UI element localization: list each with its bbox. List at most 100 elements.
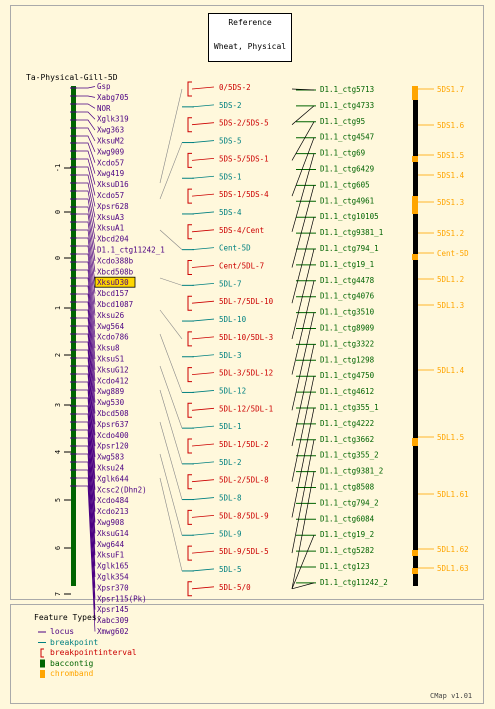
band-label[interactable]: 5DL1.5 [437, 433, 464, 442]
locus-label[interactable]: Xcsc2(Dhn2) [97, 485, 147, 494]
locus-label[interactable]: XksuD30 [97, 278, 129, 287]
interval-label[interactable]: 5DL-7/5DL-10 [219, 297, 274, 306]
interval-label[interactable]: 5DS-1 [219, 172, 242, 181]
locus-label[interactable]: Xglk644 [97, 474, 129, 483]
interval-label[interactable]: 5DL-10 [219, 315, 247, 324]
interval-label[interactable]: Cent/5DL-7 [219, 262, 264, 271]
interval-label[interactable]: 5DS-5 [219, 137, 242, 146]
locus-label[interactable]: XksuA1 [97, 224, 124, 233]
interval-label[interactable]: 5DL-10/5DL-3 [219, 333, 273, 342]
interval-label[interactable]: 5DL-5/0 [219, 583, 251, 592]
locus-label[interactable]: Xabg705 [97, 93, 129, 102]
locus-label[interactable]: Xglk319 [97, 115, 129, 124]
contig-label[interactable]: D1.1_ctg794_2 [320, 498, 379, 507]
locus-label[interactable]: Xwg909 [97, 147, 124, 156]
contig-label[interactable]: D1.1_ctg4478 [320, 276, 375, 285]
locus-label[interactable]: Xbcd204 [97, 235, 129, 244]
locus-label[interactable]: Xpsr370 [97, 583, 129, 592]
locus-label[interactable]: Xbcd508 [97, 409, 129, 418]
contig-label[interactable]: D1.1_ctg11242_2 [320, 578, 388, 587]
locus-label[interactable]: Xpsr115(Pk) [97, 594, 147, 603]
locus-label[interactable]: Xwg644 [97, 540, 125, 549]
contig-label[interactable]: D1.1_ctg3322 [320, 339, 374, 348]
locus-label[interactable]: Xwg908 [97, 518, 125, 527]
interval-label[interactable]: 5DL-12 [219, 386, 246, 395]
locus-label[interactable]: Xksu8 [97, 344, 120, 353]
locus-label[interactable]: Xcdo484 [97, 496, 129, 505]
contig-label[interactable]: D1.1_ctg4547 [320, 133, 374, 142]
interval-label[interactable]: 5DL-9 [219, 529, 242, 538]
interval-label[interactable]: 5DL-12/5DL-1 [219, 404, 273, 413]
contig-label[interactable]: D1.1_ctg19_2 [320, 530, 374, 539]
interval-label[interactable]: 5DS-2 [219, 101, 242, 110]
contig-label[interactable]: D1.1_ctg4733 [320, 101, 374, 110]
locus-label[interactable]: Xwg363 [97, 126, 124, 135]
locus-label[interactable]: Xwg419 [97, 169, 124, 178]
map-title[interactable]: Ta-Physical-Gill-5D [26, 73, 118, 82]
contig-label[interactable]: D1.1_ctg4961 [320, 196, 374, 205]
interval-label[interactable]: 5DL-5 [219, 565, 242, 574]
interval-label[interactable]: 5DL-8/5DL-9 [219, 511, 269, 520]
contig-label[interactable]: D1.1_ctg95 [320, 117, 365, 126]
contig-label[interactable]: D1.1_ctg794_1 [320, 244, 379, 253]
locus-label[interactable]: Xcdo400 [97, 431, 129, 440]
interval-label[interactable]: 5DL-1 [219, 422, 242, 431]
locus-label[interactable]: XksuA3 [97, 213, 124, 222]
locus-label[interactable]: XksuD16 [97, 180, 129, 189]
locus-label[interactable]: Xwg530 [97, 398, 125, 407]
interval-label[interactable]: 5DL-2 [219, 458, 242, 467]
contig-label[interactable]: D1.1_ctg5713 [320, 85, 374, 94]
locus-label[interactable]: Gsp [97, 82, 111, 91]
band-label[interactable]: 5DS1.7 [437, 85, 464, 94]
locus-label[interactable]: Xksu26 [97, 311, 125, 320]
band-label[interactable]: 5DL1.62 [437, 545, 469, 554]
contig-label[interactable]: D1.1_ctg4750 [320, 371, 375, 380]
locus-label[interactable]: Xksu24 [97, 464, 125, 473]
locus-label[interactable]: XksuG14 [97, 529, 129, 538]
contig-label[interactable]: D1.1_ctg1298 [320, 355, 375, 364]
interval-label[interactable]: 5DL-9/5DL-5 [219, 547, 269, 556]
band-label[interactable]: 5DL1.2 [437, 275, 464, 284]
interval-label[interactable]: 5DS-4 [219, 208, 242, 217]
contig-label[interactable]: D1.1_ctg355_2 [320, 451, 379, 460]
locus-label[interactable]: Xcdo412 [97, 376, 129, 385]
contig-label[interactable]: D1.1_ctg3662 [320, 435, 374, 444]
band-label[interactable]: 5DS1.6 [437, 121, 465, 130]
chromosome-bar[interactable] [413, 86, 418, 586]
interval-label[interactable]: 0/5DS-2 [219, 83, 251, 92]
contig-label[interactable]: D1.1_ctg4222 [320, 419, 374, 428]
contig-label[interactable]: D1.1_ctg605 [320, 180, 370, 189]
contig-label[interactable]: D1.1_ctg5282 [320, 546, 374, 555]
contig-label[interactable]: D1.1_ctg8909 [320, 324, 374, 333]
locus-label[interactable]: Xmwg602 [97, 627, 129, 636]
locus-label[interactable]: XksuF1 [97, 551, 124, 560]
contig-label[interactable]: D1.1_ctg10105 [320, 212, 379, 221]
band-label[interactable]: Cent-5D [437, 249, 469, 258]
locus-label[interactable]: Xpsr628 [97, 202, 129, 211]
contig-label[interactable]: D1.1_ctg355_1 [320, 403, 379, 412]
locus-label[interactable]: Xwg889 [97, 387, 124, 396]
locus-label[interactable]: Xbcd157 [97, 289, 129, 298]
reference-box[interactable]: Reference Wheat, Physical [208, 13, 292, 62]
band-label[interactable]: 5DL1.61 [437, 490, 469, 499]
locus-label[interactable]: Xwg564 [97, 322, 125, 331]
band-label[interactable]: 5DS1.2 [437, 229, 464, 238]
interval-label[interactable]: 5DS-5/5DS-1 [219, 154, 269, 163]
locus-label[interactable]: Xbcd508b [97, 267, 134, 276]
contig-label[interactable]: D1.1_ctg6429 [320, 165, 374, 174]
band-label[interactable]: 5DL1.4 [437, 366, 465, 375]
band-label[interactable]: 5DS1.4 [437, 171, 465, 180]
locus-label[interactable]: Xglk354 [97, 573, 129, 582]
interval-label[interactable]: Cent-5D [219, 244, 251, 253]
locus-label[interactable]: Xcdo388b [97, 256, 134, 265]
locus-label[interactable]: Xcdo57 [97, 191, 124, 200]
interval-label[interactable]: 5DL-1/5DL-2 [219, 440, 269, 449]
locus-label[interactable]: Xcdo57 [97, 158, 124, 167]
contig-label[interactable]: D1.1_ctg69 [320, 149, 365, 158]
locus-label[interactable]: Xabc309 [97, 616, 129, 625]
band-label[interactable]: 5DL1.63 [437, 564, 469, 573]
contig-label[interactable]: D1.1_ctg9381_1 [320, 228, 383, 237]
locus-label[interactable]: Xpsr145 [97, 605, 129, 614]
map-backbone-bar[interactable] [71, 86, 76, 586]
contig-label[interactable]: D1.1_ctg4076 [320, 292, 375, 301]
